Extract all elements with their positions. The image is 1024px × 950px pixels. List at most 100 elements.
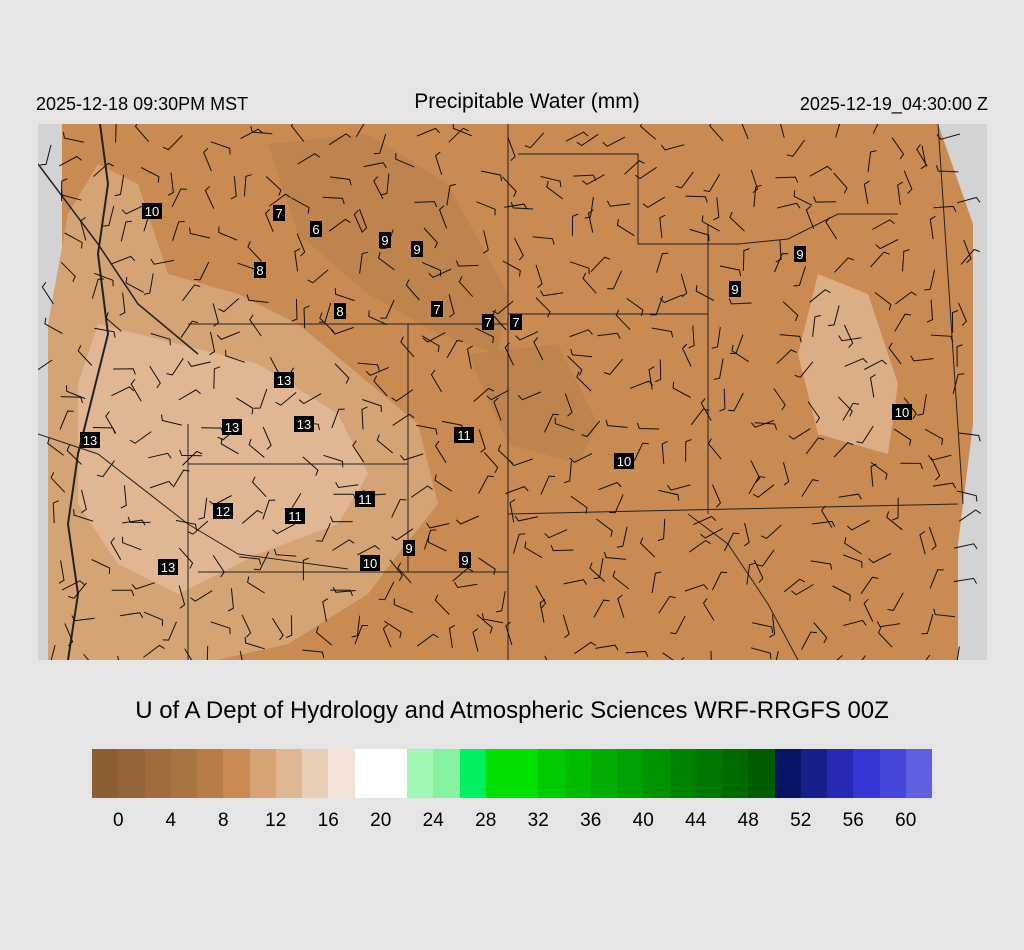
wind-barb [218, 298, 240, 313]
wind-barb [143, 644, 165, 658]
wind-barb [682, 343, 692, 367]
wind-barb [748, 475, 765, 495]
wind-barb [66, 444, 82, 465]
wind-barb [175, 519, 198, 531]
wind-barb [239, 556, 262, 565]
wind-barb [540, 475, 556, 495]
wind-barb [723, 532, 740, 552]
wind-barb [932, 482, 957, 489]
wind-barb [50, 472, 66, 493]
wind-barb [872, 124, 879, 134]
wind-barb [235, 397, 254, 415]
wind-barb [111, 255, 136, 265]
colorbar-tick-label: 56 [842, 810, 864, 831]
wind-barb [930, 457, 941, 481]
wind-barb [920, 145, 927, 170]
wind-barb [434, 474, 453, 492]
wind-barb [812, 314, 821, 337]
wind-barb [212, 555, 225, 578]
wind-barb [393, 598, 413, 613]
wind-barb [262, 499, 276, 520]
wind-barb [573, 174, 597, 181]
wind-barb [929, 215, 936, 240]
wind-barb [323, 454, 344, 468]
wind-barb [421, 335, 440, 352]
wind-barb [769, 614, 776, 638]
station-value: 9 [796, 247, 803, 262]
wind-barb [689, 228, 710, 242]
wind-barb [902, 249, 910, 272]
precipitable-water-map: 10 7 6 9 9 8 8 7 7 7 13 13 13 13 11 10 11 12 11 9 9 10 13 9 9 10 [38, 124, 987, 660]
border-line [38, 433, 349, 570]
wind-barb [332, 539, 355, 551]
wind-barb [180, 320, 199, 338]
wind-barb [956, 490, 978, 502]
wind-barb [648, 366, 655, 390]
wind-barb [801, 479, 819, 497]
wind-barb [334, 288, 355, 302]
wind-barb [240, 128, 264, 140]
wind-barb [838, 335, 862, 342]
wind-barb [424, 529, 437, 550]
wind-barb [891, 137, 905, 160]
wind-barb [634, 166, 657, 180]
station-label-box [403, 540, 415, 556]
station-label-box [273, 205, 285, 221]
wind-barb [846, 520, 870, 531]
wind-barb [38, 359, 53, 371]
wind-barb [875, 239, 899, 250]
wind-barb [353, 209, 363, 233]
wind-barb [373, 375, 388, 397]
wind-barb [162, 621, 177, 641]
wind-barb [713, 358, 724, 380]
wind-barb [711, 484, 722, 508]
station-value-labels: 10 7 6 9 9 8 8 7 7 7 13 13 13 13 11 10 11 12 11 9 9 10 13 9 9 10 [80, 203, 912, 575]
colorbar-swatch [354, 749, 381, 798]
wind-barb [569, 329, 593, 338]
station-label-box [892, 404, 912, 420]
wind-barb [454, 582, 478, 589]
colorbar-swatch [800, 749, 827, 798]
wind-barb [187, 361, 211, 367]
wind-barb [187, 520, 209, 535]
wind-barb [505, 621, 513, 646]
wind-barb [120, 220, 132, 242]
wind-barb [40, 144, 52, 166]
wind-barb [774, 253, 789, 273]
station-label-box [355, 491, 375, 507]
wind-barb [775, 651, 779, 660]
wind-barb [776, 349, 797, 365]
station-value: 11 [457, 428, 471, 443]
wind-barb [655, 359, 662, 383]
colorbar-ticks: 0 4 8 12 16 20 24 28 32 36 40 44 48 52 56 60 [92, 810, 932, 834]
wind-barb [856, 425, 874, 444]
wind-barb [582, 272, 597, 294]
colorbar-swatch [433, 749, 460, 798]
wind-barb [307, 269, 329, 284]
colorbar-swatch [485, 749, 512, 798]
station-label-box [454, 427, 474, 443]
station-label-box [222, 419, 242, 435]
wind-barb [273, 548, 297, 557]
wind-barb [416, 127, 440, 137]
colorbar-swatch [590, 749, 617, 798]
wind-barb [91, 559, 111, 575]
wind-barb [933, 205, 957, 213]
station-value: 10 [145, 204, 159, 219]
wind-barb [480, 170, 503, 182]
wind-barb [316, 522, 331, 542]
wind-barb [434, 440, 447, 464]
wind-barb [589, 562, 606, 582]
wind-barb [574, 641, 597, 655]
wind-barb [355, 124, 365, 137]
colorbar-swatch [695, 749, 722, 798]
wind-barb [576, 133, 599, 147]
wind-barb [286, 615, 293, 639]
wind-barb [581, 420, 601, 438]
wind-barb [639, 537, 656, 558]
wind-barb [414, 201, 438, 208]
station-label-box [294, 416, 314, 432]
wind-barb [616, 219, 635, 237]
wind-barb [834, 257, 854, 273]
wind-barb [427, 536, 447, 552]
